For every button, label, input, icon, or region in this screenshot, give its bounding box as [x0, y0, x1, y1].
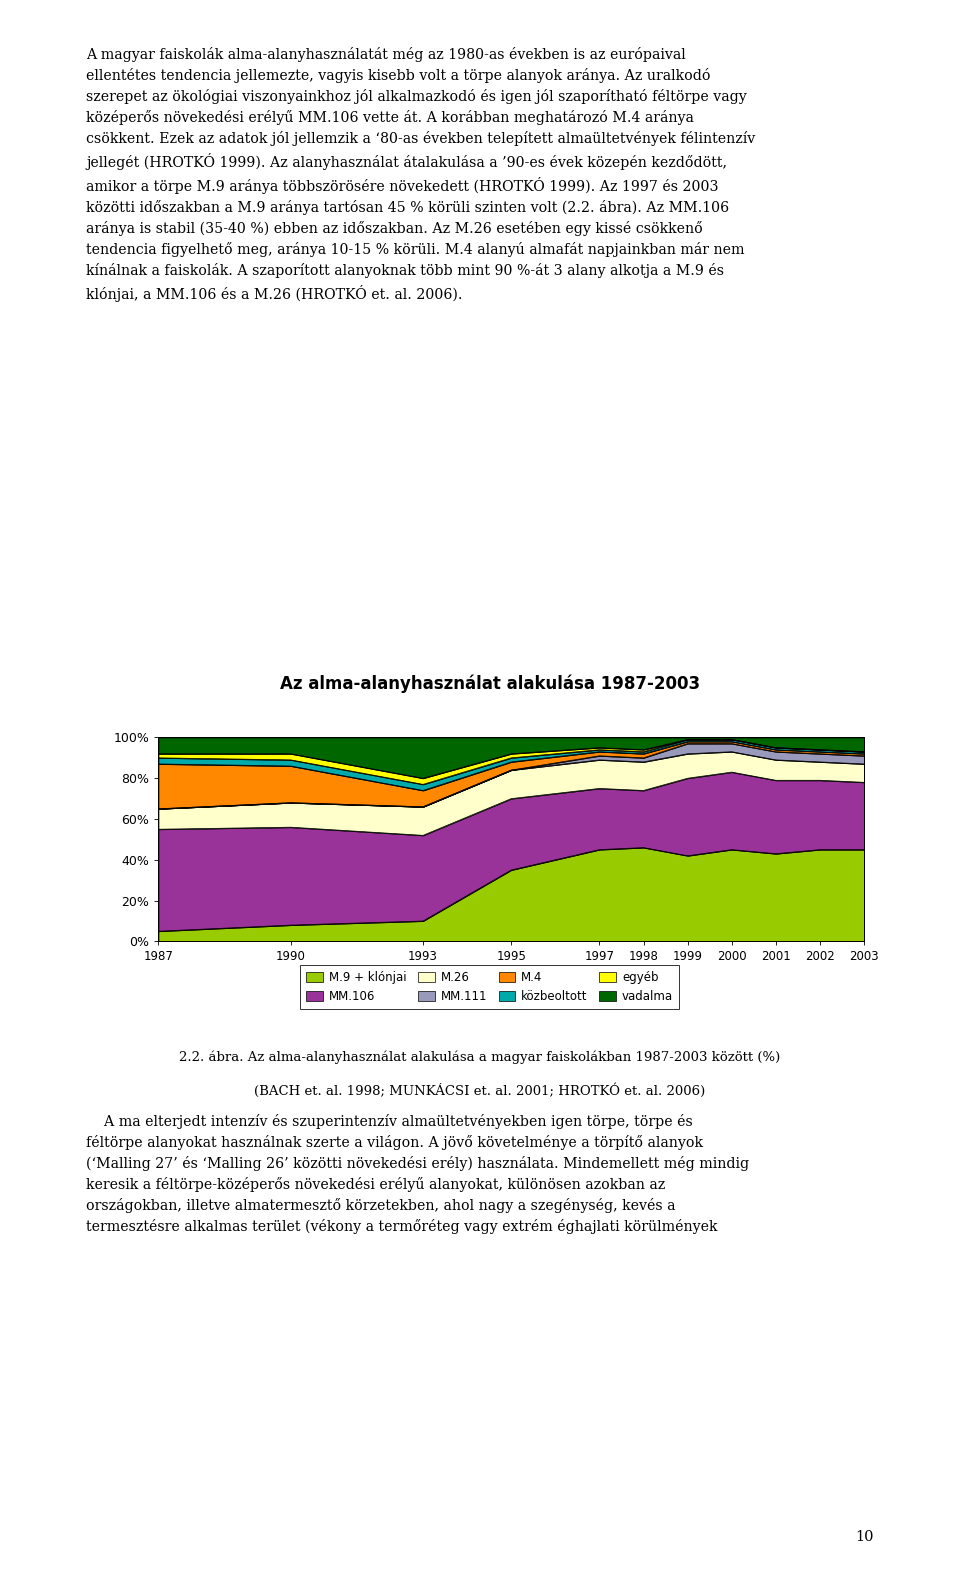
- Text: Az alma-alanyhasználat alakulása 1987-2003: Az alma-alanyhasználat alakulása 1987-20…: [279, 675, 700, 693]
- Text: 10: 10: [855, 1530, 874, 1544]
- FancyBboxPatch shape: [81, 635, 899, 1036]
- Text: (BACH et. al. 1998; MUNKÁCSI et. al. 2001; HROTKÓ et. al. 2006): (BACH et. al. 1998; MUNKÁCSI et. al. 200…: [254, 1084, 706, 1098]
- Text: 2.2. ábra. Az alma-alanyhasználat alakulása a magyar faiskolákban 1987-2003 közö: 2.2. ábra. Az alma-alanyhasználat alakul…: [180, 1050, 780, 1064]
- Legend: M.9 + klónjai, MM.106, M.26, MM.111, M.4, közbeoltott, egyéb, vadalma: M.9 + klónjai, MM.106, M.26, MM.111, M.4…: [300, 965, 679, 1009]
- Text: A magyar faiskolák alma-alanyhasználatát még az 1980-as években is az európaival: A magyar faiskolák alma-alanyhasználatát…: [86, 47, 756, 303]
- Text: A ma elterjedt intenzív és szuperintenzív almaültetvényekben igen törpe, törpe é: A ma elterjedt intenzív és szuperintenzí…: [86, 1114, 750, 1233]
